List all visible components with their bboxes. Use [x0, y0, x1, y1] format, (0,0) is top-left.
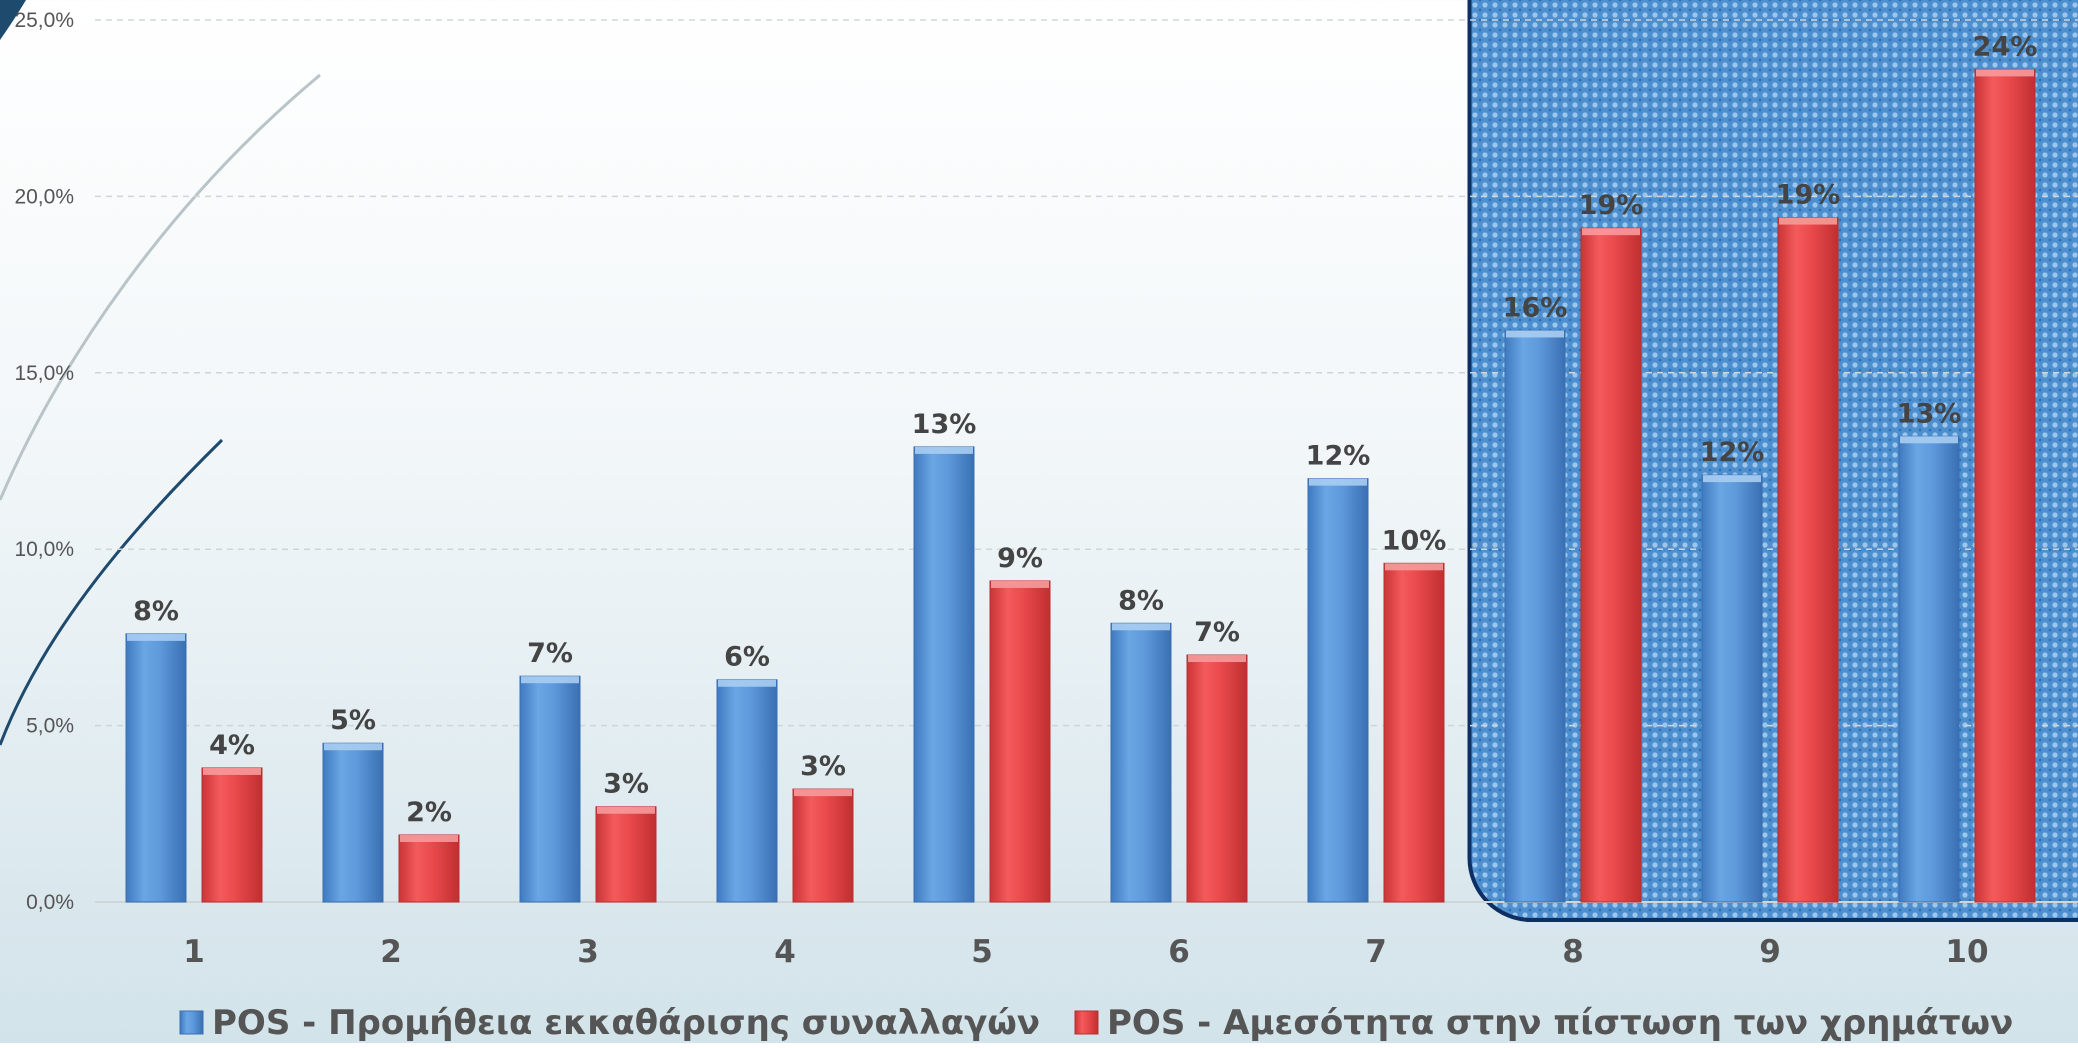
y-tick-label: 0,0%: [26, 891, 74, 914]
decor-light-arc: [0, 75, 320, 500]
x-tick-label: 2: [380, 934, 402, 970]
y-tick-label: 10,0%: [14, 538, 74, 561]
bar-top-bevel: [1385, 563, 1443, 570]
bar-series-1-cat-6: [1111, 623, 1171, 902]
bar-series-1-cat-7: [1308, 479, 1368, 902]
bar-series-1-cat-10: [1899, 436, 1959, 902]
bar-series-2-cat-10: [1975, 69, 2035, 902]
x-axis-ticks: 1 2 3 4 5 6 7 8 9 10: [183, 934, 1988, 970]
bar-top-bevel: [324, 743, 382, 750]
bar-top-bevel: [203, 768, 261, 775]
x-tick-label: 5: [971, 934, 993, 970]
bar-series-1-cat-8: [1505, 330, 1565, 902]
bar-top-bevel: [794, 789, 852, 796]
bar-series-2-cat-6: [1187, 655, 1247, 902]
bar-top-bevel: [991, 581, 1049, 588]
legend-label-series-2: POS - Αμεσότητα στην πίστωση των χρημάτω…: [1107, 1003, 2013, 1043]
y-tick-label: 15,0%: [14, 362, 74, 385]
bar-top-bevel: [915, 447, 973, 454]
data-label: 7%: [1194, 617, 1240, 648]
bar-top-bevel: [1703, 475, 1761, 482]
bar-series-1-cat-3: [520, 676, 580, 902]
bar-top-bevel: [1506, 330, 1564, 337]
data-label: 24%: [1973, 31, 2038, 62]
bar-top-bevel: [1779, 218, 1837, 225]
bar-series-1-cat-2: [323, 743, 383, 902]
bar-series-2-cat-8: [1581, 228, 1641, 902]
data-label: 12%: [1306, 441, 1371, 472]
data-label: 13%: [912, 409, 977, 440]
data-label: 10%: [1382, 525, 1447, 556]
legend: POS - Προμήθεια εκκαθάρισης συναλλαγών PO…: [180, 1003, 2013, 1043]
bar-top-bevel: [1112, 623, 1170, 630]
bar-top-bevel: [127, 634, 185, 641]
bar-series-1-cat-4: [717, 680, 777, 902]
x-tick-label: 4: [774, 934, 796, 970]
bar-top-bevel: [1976, 69, 2034, 76]
data-label: 8%: [133, 596, 179, 627]
bar-series-2-cat-1: [202, 768, 262, 902]
bar-top-bevel: [1188, 655, 1246, 662]
data-label: 16%: [1503, 292, 1568, 323]
data-label: 3%: [603, 769, 649, 800]
bar-top-bevel: [718, 680, 776, 687]
x-tick-label: 3: [577, 934, 599, 970]
decor-dark-arc: [0, 440, 222, 745]
bar-series-1-cat-1: [126, 634, 186, 902]
data-label: 5%: [330, 705, 376, 736]
bar-series-2-cat-7: [1384, 563, 1444, 902]
bar-top-bevel: [521, 676, 579, 683]
bar-series-2-cat-3: [596, 807, 656, 902]
data-label: 12%: [1700, 437, 1765, 468]
y-tick-label: 25,0%: [14, 9, 74, 32]
bar-top-bevel: [1900, 436, 1958, 443]
legend-swatch-series-2: [1075, 1011, 1098, 1034]
data-label: 13%: [1897, 398, 1962, 429]
y-axis-ticks: 0,0% 5,0% 10,0% 15,0% 20,0% 25,0%: [14, 9, 74, 914]
y-tick-label: 20,0%: [14, 185, 74, 208]
bar-series-2-cat-2: [399, 835, 459, 902]
bar-series-2-cat-5: [990, 581, 1050, 902]
data-label: 9%: [997, 543, 1043, 574]
data-label: 7%: [527, 638, 573, 669]
bar-top-bevel: [1309, 479, 1367, 486]
bar-series-1-cat-5: [914, 447, 974, 902]
data-label: 8%: [1118, 585, 1164, 616]
data-label: 19%: [1776, 180, 1841, 211]
data-label: 6%: [724, 642, 770, 673]
bar-top-bevel: [597, 807, 655, 814]
bar-top-bevel: [1582, 228, 1640, 235]
x-tick-label: 10: [1945, 934, 1988, 970]
legend-label-series-1: POS - Προμήθεια εκκαθάρισης συναλλαγών: [212, 1003, 1040, 1043]
x-tick-label: 9: [1759, 934, 1781, 970]
y-tick-label: 5,0%: [26, 715, 74, 738]
x-tick-label: 7: [1365, 934, 1387, 970]
data-label: 4%: [209, 730, 255, 761]
x-tick-label: 1: [183, 934, 205, 970]
data-label: 2%: [406, 797, 452, 828]
bar-series-2-cat-4: [793, 789, 853, 902]
data-label: 3%: [800, 751, 846, 782]
bar-series-2-cat-9: [1778, 218, 1838, 902]
x-tick-label: 8: [1562, 934, 1584, 970]
bar-top-bevel: [400, 835, 458, 842]
x-tick-label: 6: [1168, 934, 1190, 970]
data-label: 19%: [1579, 190, 1644, 221]
legend-swatch-series-1: [180, 1011, 203, 1034]
bar-series-1-cat-9: [1702, 475, 1762, 902]
